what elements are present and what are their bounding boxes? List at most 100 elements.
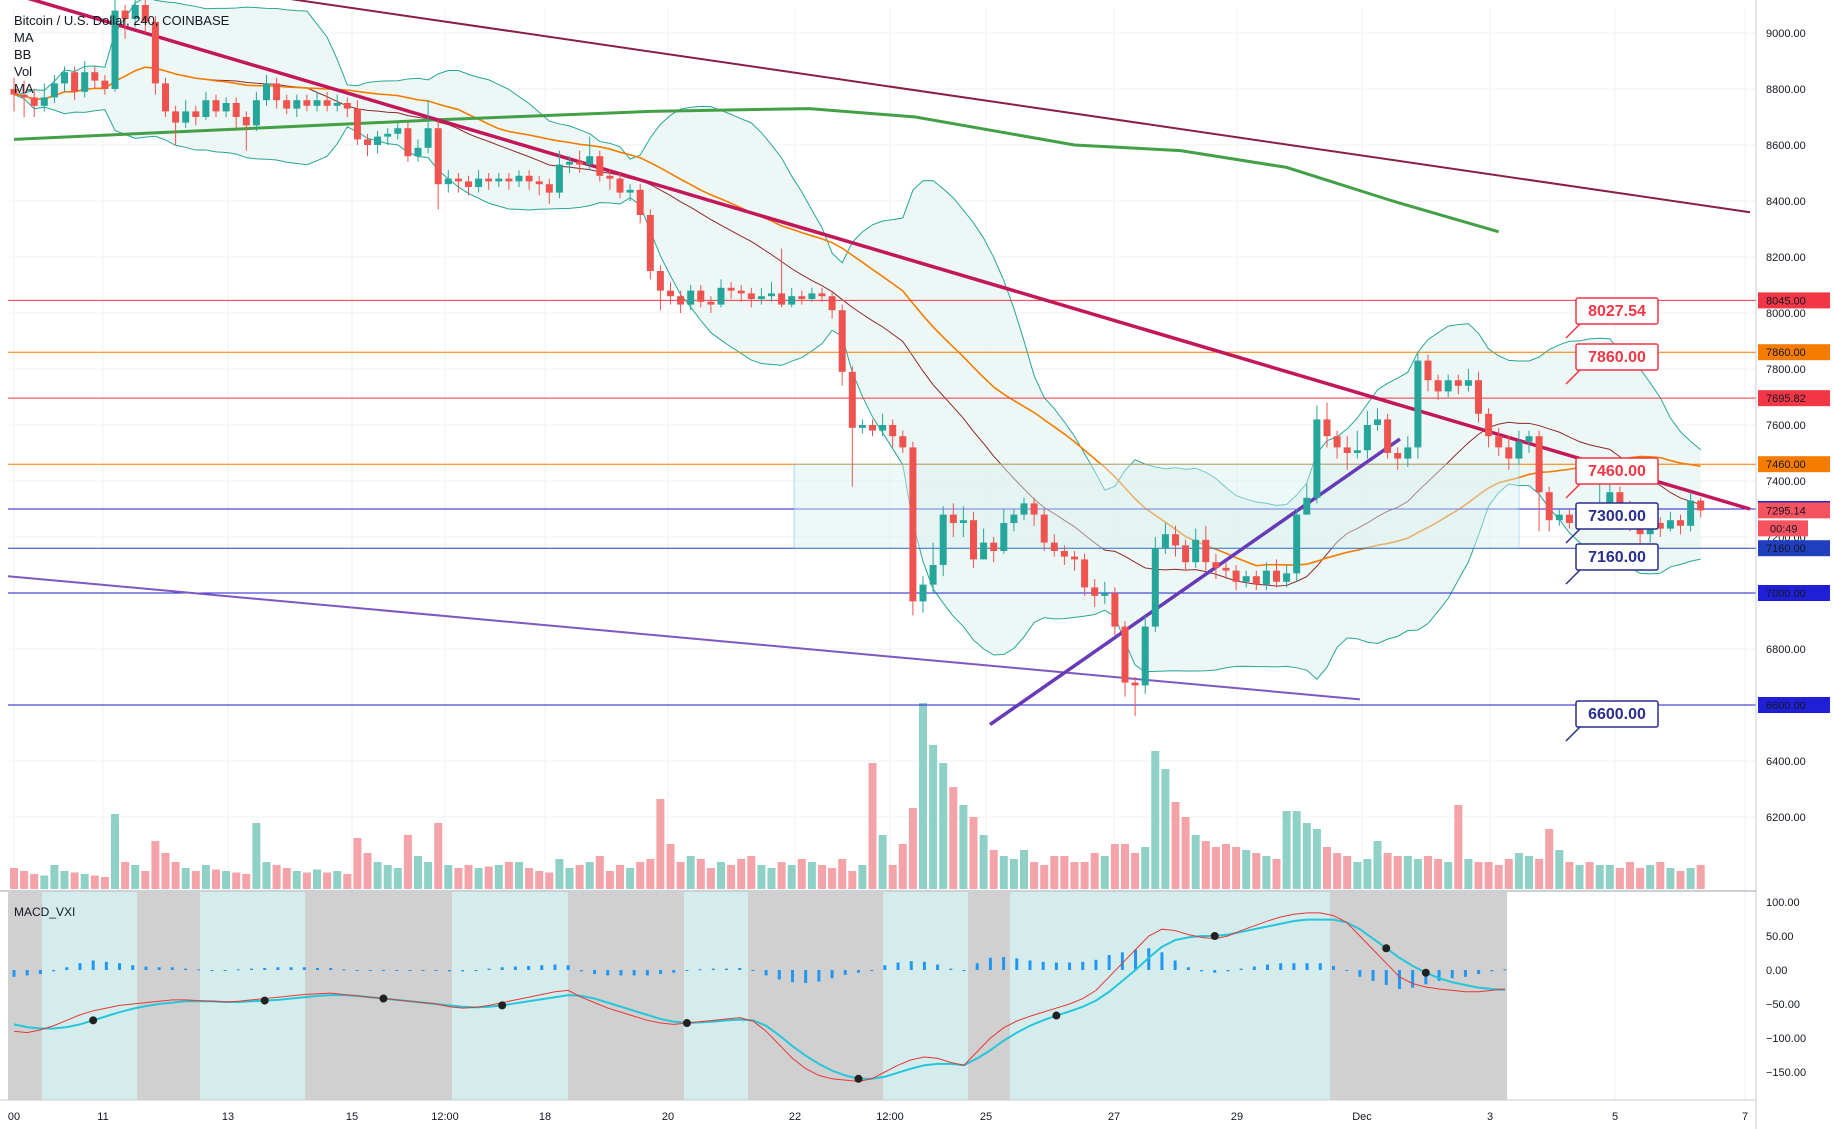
candle-body xyxy=(555,164,563,193)
volume-bar xyxy=(1161,769,1170,889)
macd-background-band xyxy=(452,892,568,1100)
macd-histogram-bar xyxy=(1028,960,1032,970)
candle-body xyxy=(778,293,786,305)
candle-body xyxy=(1010,514,1018,523)
volume-bar xyxy=(333,871,342,889)
volume-bar xyxy=(171,862,180,889)
macd-histogram-bar xyxy=(513,966,517,970)
volume-bar xyxy=(1444,862,1453,889)
candle-body xyxy=(1030,503,1038,515)
candle-body xyxy=(707,301,715,305)
candle-body xyxy=(566,161,573,165)
volume-bar xyxy=(1181,817,1190,889)
candle-body xyxy=(414,147,422,157)
candle-body xyxy=(858,425,866,428)
macd-histogram-bar xyxy=(764,970,768,976)
volume-bar xyxy=(1272,859,1281,889)
volume-bar xyxy=(393,868,402,889)
volume-bar xyxy=(1262,856,1271,889)
price-level-tag xyxy=(1758,390,1830,407)
volume-bar xyxy=(636,862,645,889)
volume-bar xyxy=(383,865,392,889)
bollinger-lower xyxy=(13,94,1701,680)
indicator-bb[interactable]: BB xyxy=(14,47,32,62)
candle-body xyxy=(364,139,371,145)
volume-bar xyxy=(222,871,231,889)
macd-histogram-bar xyxy=(144,966,148,970)
macd-histogram-bar xyxy=(738,967,742,970)
macd-histogram-bar xyxy=(685,970,689,971)
macd-indicator-label[interactable]: MACD_VXI xyxy=(14,905,76,919)
candle-body xyxy=(1495,436,1503,448)
candle-body xyxy=(465,181,472,187)
candle-body xyxy=(545,184,553,193)
time-tick-label: 12:00 xyxy=(431,1111,459,1123)
macd-histogram-bar xyxy=(1015,958,1019,970)
volume-bar xyxy=(1393,856,1402,889)
macd-histogram-bar xyxy=(1424,970,1428,985)
candle-body xyxy=(1283,573,1291,582)
indicator-ma-2[interactable]: MA xyxy=(14,81,34,96)
macd-background-band xyxy=(1330,892,1507,1100)
volume-bar xyxy=(434,823,443,889)
candle-body xyxy=(626,189,634,193)
volume-bar xyxy=(302,872,311,889)
macd-histogram-bar xyxy=(1384,970,1388,985)
price-callout-box xyxy=(1575,502,1659,530)
candle-body xyxy=(1374,419,1381,425)
macd-histogram-bar xyxy=(104,961,108,970)
volume-bar xyxy=(444,865,453,889)
volume-bar xyxy=(919,703,927,889)
volume-bar xyxy=(1232,847,1241,889)
volume-bar xyxy=(595,856,604,889)
volume-bar xyxy=(1201,841,1210,889)
price-tick-label: 8400.00 xyxy=(1766,196,1806,208)
time-tick-label: 7 xyxy=(1742,1111,1748,1123)
macd-histogram-bar xyxy=(1345,970,1349,971)
candle-body xyxy=(313,100,321,106)
volume-bar xyxy=(818,865,826,889)
candle-body xyxy=(323,100,331,106)
volume-bar xyxy=(969,817,978,889)
candle-body xyxy=(949,514,957,523)
candle-body xyxy=(1081,559,1089,588)
candle-body xyxy=(525,175,533,182)
volume-bar xyxy=(151,841,160,889)
price-callout-text: 7300.00 xyxy=(1588,508,1646,525)
candle-body xyxy=(1273,570,1280,582)
volume-bar xyxy=(1535,859,1544,889)
volume-bar xyxy=(50,865,59,889)
symbol-title[interactable]: Bitcoin / U.S. Dollar, 240, COINBASE xyxy=(14,13,230,28)
volume-bar xyxy=(313,869,321,889)
indicator-vol[interactable]: Vol xyxy=(14,64,33,79)
price-callout-box xyxy=(1575,543,1659,571)
price-level-tag xyxy=(1758,585,1830,601)
macd-histogram-bar xyxy=(1094,959,1098,970)
candle-body xyxy=(1131,682,1139,686)
uptrend-line xyxy=(988,437,1402,727)
moving-average-orange xyxy=(13,66,1701,567)
price-callout-pointer xyxy=(1565,726,1581,742)
candle-body xyxy=(1222,567,1230,571)
time-tick-label: 20 xyxy=(662,1111,674,1123)
volume-bar xyxy=(656,799,665,889)
volume-bar xyxy=(60,871,69,889)
candle-body xyxy=(232,103,240,117)
volume-bar xyxy=(797,859,806,889)
volume-bar xyxy=(515,862,523,889)
macd-background-band xyxy=(968,892,1010,1100)
price-level-tag xyxy=(1758,344,1830,361)
price-tick-label: 8200.00 xyxy=(1766,252,1806,264)
candle-body xyxy=(737,290,745,294)
candle-body xyxy=(1060,551,1068,557)
price-level-tag-text: 7460.00 xyxy=(1766,459,1806,471)
time-tick-label: 22 xyxy=(789,1111,801,1123)
candle-body xyxy=(384,133,392,137)
price-level-tag xyxy=(1758,540,1830,557)
volume-bar xyxy=(1403,856,1412,889)
candle-body xyxy=(1252,576,1260,585)
indicator-ma-1[interactable]: MA xyxy=(14,30,34,45)
macd-histogram-bar xyxy=(870,970,874,971)
macd-histogram-bar xyxy=(659,970,663,975)
